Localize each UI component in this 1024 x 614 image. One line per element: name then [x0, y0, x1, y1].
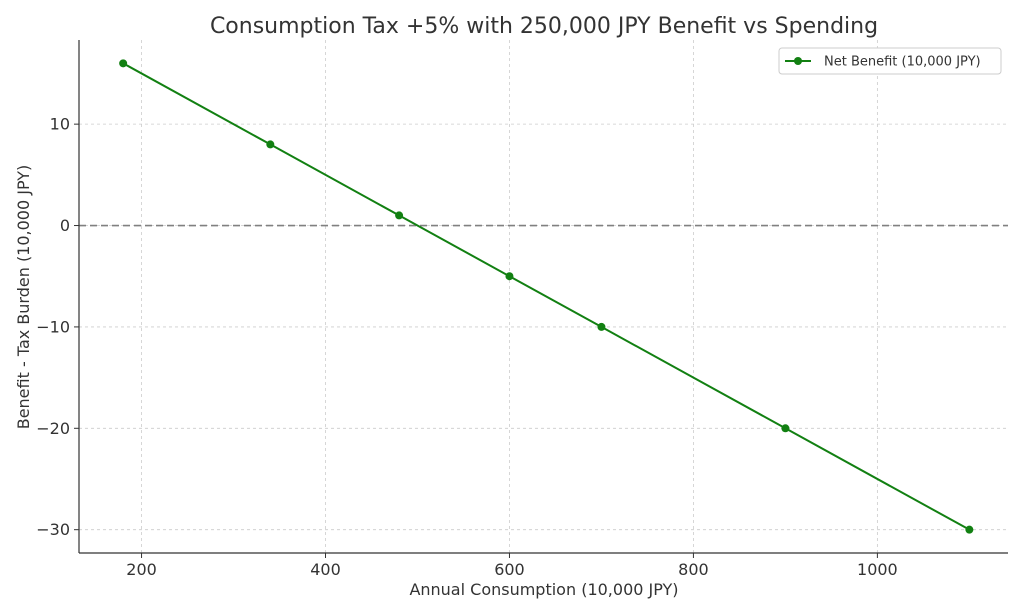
data-point	[266, 140, 275, 149]
y-tick-label: −10	[36, 317, 70, 336]
x-tick-label: 800	[678, 560, 709, 579]
y-axis-ticks: −30 −20 −10 0 10	[36, 115, 79, 539]
legend-entry-net-benefit: Net Benefit (10,000 JPY)	[824, 55, 981, 70]
data-point	[597, 322, 606, 331]
legend-marker	[794, 57, 802, 65]
data-point	[119, 59, 128, 68]
data-point	[395, 211, 404, 220]
x-axis-ticks: 200 400 600 800 1000	[126, 553, 898, 579]
y-tick-label: 10	[50, 115, 70, 134]
x-axis-label: Annual Consumption (10,000 JPY)	[409, 580, 678, 599]
series-line-net-benefit	[122, 62, 970, 531]
x-tick-label: 600	[494, 560, 525, 579]
data-point	[505, 272, 514, 281]
data-point	[965, 525, 974, 534]
y-tick-label: 0	[60, 216, 70, 235]
data-point	[781, 424, 790, 433]
x-tick-label: 1000	[857, 560, 898, 579]
y-tick-label: −20	[36, 419, 70, 438]
legend: Net Benefit (10,000 JPY)	[778, 47, 1002, 75]
grid	[79, 40, 1008, 553]
x-tick-label: 400	[310, 560, 341, 579]
series-layer	[119, 59, 974, 534]
x-tick-label: 200	[126, 560, 157, 579]
y-axis-label: Benefit - Tax Burden (10,000 JPY)	[14, 165, 33, 430]
y-tick-label: −30	[36, 520, 70, 539]
chart-title: Consumption Tax +5% with 250,000 JPY Ben…	[210, 14, 878, 39]
legend-box	[778, 47, 1002, 75]
